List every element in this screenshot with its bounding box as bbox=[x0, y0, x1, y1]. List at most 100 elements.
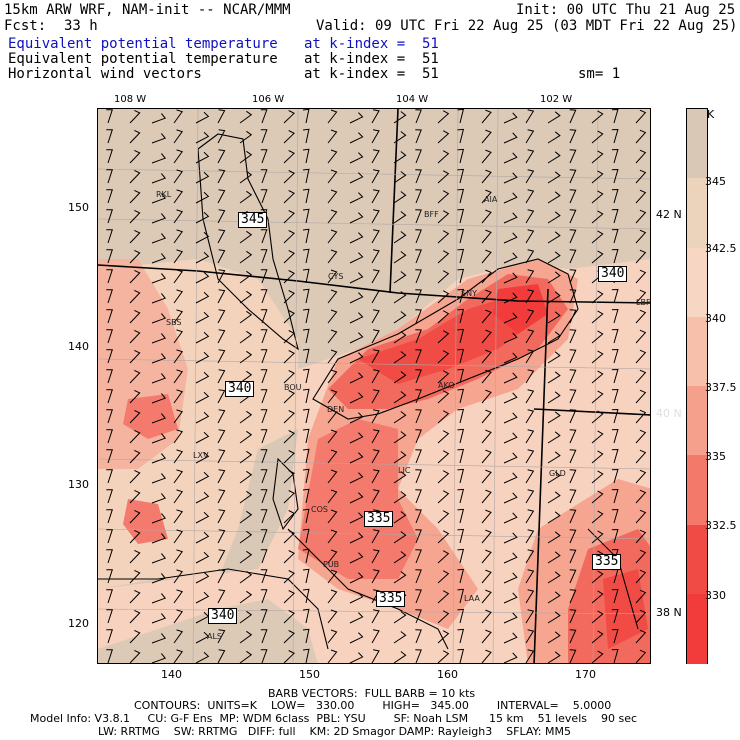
wind-barb bbox=[349, 492, 364, 504]
wind-barb bbox=[239, 530, 253, 544]
wind-barb bbox=[217, 409, 226, 424]
wind-barb bbox=[437, 130, 450, 144]
wind-barb bbox=[349, 652, 364, 663]
wind-barb bbox=[302, 228, 310, 244]
wind-barb bbox=[129, 309, 141, 324]
wind-barb bbox=[173, 289, 184, 304]
y-tick: 150 bbox=[68, 201, 89, 214]
wind-barb bbox=[151, 613, 167, 624]
wind-barb bbox=[195, 291, 210, 304]
wind-barb bbox=[327, 309, 338, 324]
wind-barb bbox=[457, 348, 465, 364]
wind-barb bbox=[525, 109, 535, 124]
wind-barb bbox=[481, 589, 492, 604]
wind-barb bbox=[151, 633, 167, 644]
wind-barb bbox=[195, 491, 210, 504]
wind-barb bbox=[503, 332, 518, 344]
wind-barb bbox=[547, 311, 561, 324]
wind-barb bbox=[173, 529, 184, 544]
wind-barb bbox=[481, 629, 492, 644]
wind-barb bbox=[106, 309, 113, 324]
wind-barb bbox=[591, 530, 604, 544]
wind-barb bbox=[503, 432, 518, 444]
wind-barb bbox=[302, 428, 310, 444]
wind-barb bbox=[457, 368, 465, 384]
wind-barb bbox=[437, 590, 450, 604]
wind-barb bbox=[525, 129, 535, 144]
wind-barb bbox=[327, 529, 338, 544]
wind-barb bbox=[371, 329, 380, 344]
wind-barb bbox=[415, 109, 422, 124]
wind-barb bbox=[195, 351, 210, 364]
wind-barb bbox=[591, 150, 604, 164]
colorbar-segment bbox=[687, 316, 707, 387]
wind-barb bbox=[327, 429, 338, 444]
wind-barb bbox=[611, 408, 619, 424]
wind-barb bbox=[635, 149, 647, 164]
wind-barb bbox=[151, 413, 167, 424]
wind-barb bbox=[173, 609, 184, 624]
wind-barb bbox=[481, 269, 492, 284]
wind-barb bbox=[151, 213, 167, 224]
wind-barb bbox=[415, 549, 422, 564]
wind-barb bbox=[611, 228, 619, 244]
wind-barb bbox=[302, 488, 310, 504]
wind-barb bbox=[239, 410, 253, 424]
wind-barb bbox=[457, 109, 465, 124]
wind-barb bbox=[393, 231, 407, 244]
wind-barb bbox=[239, 270, 253, 284]
wind-barb bbox=[129, 629, 141, 644]
wind-barb bbox=[260, 229, 268, 244]
city-label: LBF bbox=[636, 298, 651, 307]
wind-barb bbox=[481, 249, 492, 264]
wind-barb bbox=[525, 609, 535, 624]
wind-barb bbox=[415, 489, 422, 504]
wind-barb bbox=[525, 249, 535, 264]
wind-barb bbox=[635, 189, 647, 204]
wind-barb bbox=[129, 149, 141, 164]
wind-barb bbox=[415, 569, 422, 584]
wind-barb bbox=[525, 329, 535, 344]
wind-barb bbox=[371, 189, 380, 204]
wind-barb bbox=[283, 590, 295, 604]
wind-barb bbox=[195, 451, 210, 464]
wind-barb bbox=[302, 548, 310, 564]
wind-barb bbox=[611, 448, 619, 464]
wind-barb bbox=[151, 313, 167, 324]
wind-barb bbox=[457, 628, 465, 644]
wind-barb bbox=[457, 388, 465, 404]
wind-barb bbox=[437, 570, 450, 584]
wind-barb bbox=[569, 629, 577, 644]
wind-barb bbox=[547, 471, 561, 484]
wind-barb bbox=[283, 550, 295, 564]
wind-barb bbox=[302, 508, 310, 524]
wind-barb bbox=[129, 249, 141, 264]
wind-barb bbox=[611, 508, 619, 524]
wind-barb bbox=[437, 150, 450, 164]
wind-barb bbox=[457, 188, 465, 204]
wind-barb bbox=[371, 549, 380, 564]
wind-barb bbox=[349, 392, 364, 404]
wind-barb bbox=[547, 531, 561, 544]
wind-barb bbox=[260, 309, 268, 324]
wind-barb bbox=[239, 430, 253, 444]
wind-barb bbox=[349, 612, 364, 624]
wind-barb bbox=[129, 489, 141, 504]
wind-barb bbox=[591, 650, 604, 663]
colorbar-label: 330 bbox=[705, 589, 726, 602]
wind-barb bbox=[415, 249, 422, 264]
wind-barb bbox=[151, 153, 167, 164]
wind-barb bbox=[547, 271, 561, 284]
wind-barb bbox=[371, 409, 380, 424]
wind-barb bbox=[371, 169, 380, 184]
wind-barb bbox=[106, 109, 113, 124]
wind-barb bbox=[106, 389, 113, 404]
wind-barb bbox=[503, 132, 518, 144]
wind-barb bbox=[217, 449, 226, 464]
wind-barb bbox=[173, 409, 184, 424]
wind-barb bbox=[481, 409, 492, 424]
wind-barb bbox=[129, 169, 141, 184]
wind-barb bbox=[611, 388, 619, 404]
wind-barb bbox=[239, 590, 253, 604]
wind-barb bbox=[327, 389, 338, 404]
